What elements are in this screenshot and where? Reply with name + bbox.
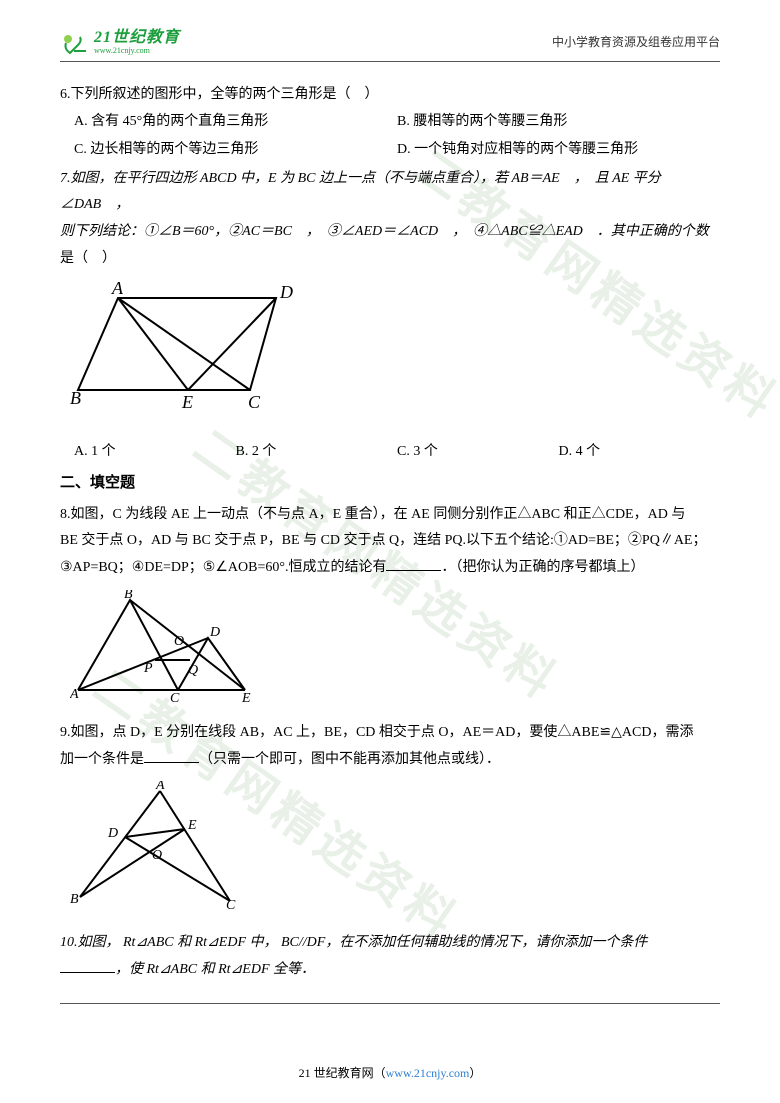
- q8-line3: ③AP=BQ；④DE=DP；⑤∠AOB=60°.恒成立的结论有 ．（把你认为正确的…: [60, 555, 720, 582]
- fig-label-C: C: [170, 691, 180, 702]
- fig-label-O: O: [174, 634, 184, 649]
- q9-figure: A B C D E O: [70, 781, 720, 922]
- header-right-text: 中小学教育资源及组卷应用平台: [552, 31, 720, 54]
- q6-choice-b: B. 腰相等的两个等腰三角形: [397, 109, 720, 136]
- q9-blank: [144, 747, 199, 762]
- q8-line1: 8.如图，C 为线段 AE 上一动点（不与点 A，E 重合），在 AE 同侧分别…: [60, 502, 720, 529]
- q7-line3: 是（ ）: [60, 246, 720, 273]
- header-divider: [60, 61, 720, 62]
- q8-line3-pre: ③AP=BQ；④DE=DP；⑤∠AOB=60°.恒成立的结论有: [60, 560, 386, 575]
- logo-icon: [60, 31, 88, 55]
- logo-en-text: www.21cnjy.com: [94, 47, 180, 55]
- footer-post: ）: [469, 1066, 481, 1080]
- q8-figure: A B C D E O P Q: [70, 590, 720, 713]
- fig-label-A: A: [155, 781, 165, 793]
- q6-stem: 6.下列所叙述的图形中，全等的两个三角形是（ ）: [60, 82, 720, 109]
- q10-line1: 10.如图， Rt⊿ABC 和 Rt⊿EDF 中， BC//DF，在不添加任何辅…: [60, 930, 720, 957]
- logo: 21世纪教育 www.21cnjy.com: [60, 30, 180, 55]
- q8-blank: [386, 556, 441, 571]
- q7-choice-b: B. 2 个: [236, 439, 398, 466]
- footer-divider: [60, 1003, 720, 1004]
- section-2-title: 二、填空题: [60, 469, 720, 498]
- q9-line2-post: （只需一个即可，图中不能再添加其他点或线）．: [199, 752, 500, 767]
- page-header: 21世纪教育 www.21cnjy.com 中小学教育资源及组卷应用平台: [60, 30, 720, 55]
- q7-choice-d: D. 4 个: [559, 439, 721, 466]
- q7-choice-c: C. 3 个: [397, 439, 559, 466]
- fig-label-P: P: [143, 661, 153, 676]
- q9-line1: 9.如图，点 D，E 分别在线段 AB，AC 上，BE，CD 相交于点 O，AE…: [60, 720, 720, 747]
- footer-link: www.21cnjy.com: [386, 1066, 470, 1080]
- q9-line2: 加一个条件是 （只需一个即可，图中不能再添加其他点或线）．: [60, 747, 720, 774]
- fig-label-A: A: [70, 687, 79, 702]
- fig-label-B: B: [124, 590, 133, 602]
- question-7: 7.如图，在平行四边形 ABCD 中，E 为 BC 边上一点（不与端点重合），若…: [60, 166, 720, 466]
- question-9: 9.如图，点 D，E 分别在线段 AB，AC 上，BE，CD 相交于点 O，AE…: [60, 720, 720, 922]
- fig-label-C: C: [248, 392, 261, 412]
- q6-choice-c: C. 边长相等的两个等边三角形: [74, 137, 397, 164]
- fig-label-C: C: [226, 898, 236, 911]
- q7-figure: A B C D E: [70, 280, 720, 431]
- fig-label-Q: Q: [188, 663, 198, 678]
- fig-label-D: D: [209, 625, 220, 640]
- logo-cn-text: 21世纪教育: [94, 30, 180, 46]
- footer-pre: 21 世纪教育网（: [299, 1066, 386, 1080]
- q8-line2: BE 交于点 O，AD 与 BC 交于点 P，BE 与 CD 交于点 Q，连结 …: [60, 528, 720, 555]
- fig-label-E: E: [187, 818, 197, 833]
- q7-line1: 7.如图，在平行四边形 ABCD 中，E 为 BC 边上一点（不与端点重合），若…: [60, 166, 720, 219]
- q10-blank: [60, 957, 115, 972]
- fig-label-D: D: [107, 826, 118, 841]
- question-6: 6.下列所叙述的图形中，全等的两个三角形是（ ） A. 含有 45°角的两个直角…: [60, 82, 720, 164]
- fig-label-E: E: [241, 691, 251, 702]
- q6-choice-a: A. 含有 45°角的两个直角三角形: [74, 109, 397, 136]
- q10-line2: ，使 Rt⊿ABC 和 Rt⊿EDF 全等．: [60, 957, 720, 984]
- question-10: 10.如图， Rt⊿ABC 和 Rt⊿EDF 中， BC//DF，在不添加任何辅…: [60, 930, 720, 983]
- question-8: 8.如图，C 为线段 AE 上一动点（不与点 A，E 重合），在 AE 同侧分别…: [60, 502, 720, 712]
- fig-label-A: A: [111, 280, 124, 298]
- q8-line3-post: ．（把你认为正确的序号都填上）: [441, 560, 644, 575]
- q6-choice-d: D. 一个钝角对应相等的两个等腰三角形: [397, 137, 720, 164]
- fig-label-B: B: [70, 388, 81, 408]
- fig-label-E: E: [181, 392, 193, 412]
- q7-choice-a: A. 1 个: [74, 439, 236, 466]
- fig-label-B: B: [70, 892, 79, 907]
- q9-line2-pre: 加一个条件是: [60, 752, 144, 767]
- page-footer: 21 世纪教育网（www.21cnjy.com）: [0, 1062, 780, 1085]
- fig-label-D: D: [279, 282, 293, 302]
- q10-line2-post: ，使 Rt⊿ABC 和 Rt⊿EDF 全等．: [115, 962, 315, 977]
- fig-label-O: O: [152, 848, 162, 863]
- q7-line2: 则下列结论：①∠B＝60°，②AC＝BC ， ③∠AED＝∠ACD ， ④△AB…: [60, 219, 720, 246]
